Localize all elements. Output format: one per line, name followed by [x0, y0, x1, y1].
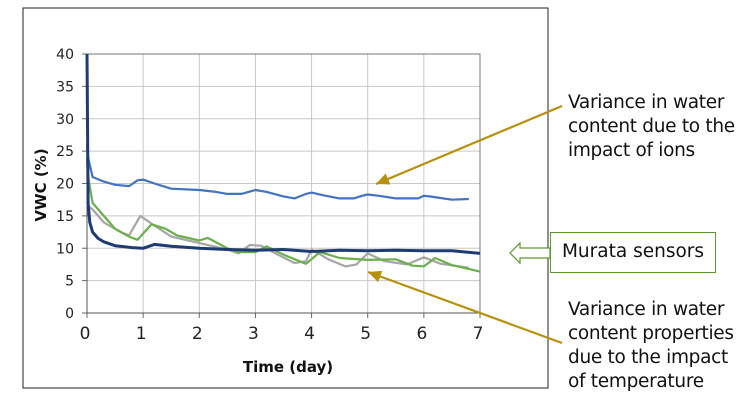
temperature-arrow [367, 270, 563, 345]
y-tick-label: 15 [56, 209, 74, 225]
series-line-0 [85, 144, 469, 201]
x-tick-label: 4 [304, 324, 315, 344]
temperature-arrow-head [368, 270, 383, 283]
y-tick-label: 35 [56, 79, 74, 95]
y-tick-label: 20 [56, 177, 74, 193]
x-tick-label: 6 [416, 324, 427, 344]
x-tick-label: 0 [80, 324, 91, 344]
y-tick-label: 25 [56, 144, 74, 160]
y-tick-label: 5 [65, 274, 74, 290]
ions-arrow [375, 104, 563, 186]
x-axis-label: Time (day) [243, 358, 333, 376]
y-tick-label: 10 [56, 241, 74, 257]
murata-sensors-label: Murata sensors [550, 232, 716, 273]
ions-annotation: Variance in water content due to the imp… [568, 91, 735, 163]
temperature-annotation-line: of temperature [568, 371, 704, 392]
y-tick-label: 0 [65, 306, 74, 322]
x-tick-label: 2 [192, 324, 203, 344]
temperature-annotation: Variance in water content properties due… [568, 298, 734, 394]
x-tick-label: 5 [360, 324, 371, 344]
y-axis-label: VWC (%) [32, 148, 50, 221]
y-tick-label: 30 [56, 112, 74, 128]
temperature-annotation-line: content properties [568, 323, 734, 344]
x-tick-label: 7 [473, 324, 484, 344]
ions-annotation-line: content due to the [568, 116, 735, 137]
temperature-annotation-line: Variance in water [568, 299, 725, 320]
x-tick-label: 3 [248, 324, 259, 344]
series-line-1 [85, 53, 481, 255]
ions-annotation-line: impact of ions [568, 140, 695, 161]
temperature-annotation-line: due to the impact [568, 347, 728, 368]
series-line-2 [85, 157, 481, 273]
ions-annotation-line: Variance in water [568, 92, 725, 113]
chart-frame [22, 7, 549, 389]
y-tick-label: 40 [56, 47, 74, 63]
ions-arrow-head [376, 173, 391, 185]
x-tick-label: 1 [136, 324, 147, 344]
